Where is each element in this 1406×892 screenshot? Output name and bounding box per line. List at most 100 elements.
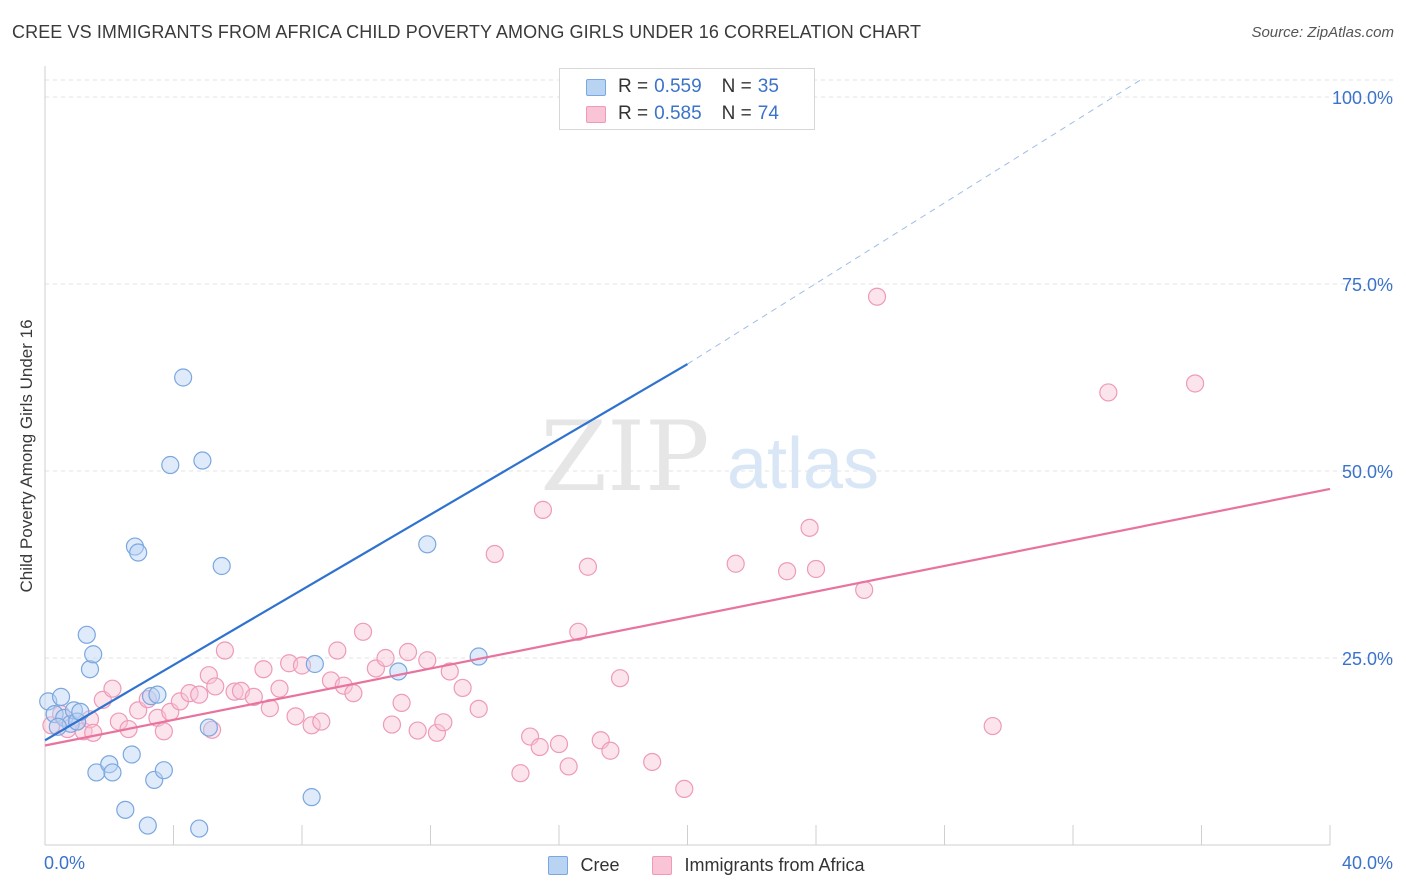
africa-point <box>244 687 263 706</box>
cree-point <box>138 816 157 835</box>
legend-item-cree[interactable]: Cree <box>548 855 619 876</box>
africa-point <box>777 562 797 581</box>
africa-swatch <box>586 105 606 123</box>
x-tick-label-min: 0.0% <box>44 853 85 873</box>
africa-point <box>453 678 472 698</box>
x-tick-labels: 0.0% 40.0% <box>44 853 1393 873</box>
cree-point <box>87 763 106 782</box>
watermark: ZIP atlas <box>540 401 879 513</box>
n-value: 35 <box>757 76 779 97</box>
cree-point <box>71 702 90 721</box>
africa-point <box>215 641 234 660</box>
cree-legend-swatch <box>548 855 569 875</box>
cree-point <box>64 701 84 720</box>
africa-trend-line <box>44 487 1331 747</box>
africa-point <box>382 715 402 734</box>
africa-point <box>726 554 745 573</box>
africa-point <box>138 690 157 709</box>
africa-point <box>180 684 199 703</box>
n-label: N = <box>721 103 752 124</box>
cree-point <box>141 687 161 706</box>
cree-point <box>122 745 141 764</box>
cree-point <box>51 687 71 706</box>
cree-point <box>103 763 122 782</box>
cree-point <box>145 770 164 790</box>
r-label: R = <box>618 103 649 124</box>
africa-point <box>983 716 1002 736</box>
cree-point <box>148 685 167 704</box>
africa-point <box>601 741 620 760</box>
africa-point <box>312 712 331 731</box>
africa-point <box>675 779 694 799</box>
africa-point <box>806 559 826 579</box>
africa-point <box>643 752 662 772</box>
africa-point <box>84 723 103 742</box>
africa-point <box>344 684 363 703</box>
cree-swatch <box>586 78 606 96</box>
africa-point <box>190 685 209 704</box>
africa-point <box>353 622 373 641</box>
x-tick-label-max: 40.0% <box>1342 853 1393 873</box>
series-cree <box>39 368 488 838</box>
cree-point <box>174 368 193 387</box>
gridlines <box>45 79 1395 659</box>
africa-point <box>302 716 321 735</box>
africa-point <box>485 544 504 564</box>
y-tick-label: 75.0% <box>1342 275 1393 295</box>
africa-point <box>549 734 569 754</box>
africa-point <box>569 622 588 641</box>
legend-item-africa[interactable]: Immigrants from Africa <box>652 854 865 876</box>
africa-point <box>154 722 173 741</box>
r-value: 0.559 <box>654 76 702 97</box>
africa-point <box>867 287 887 306</box>
africa-legend-swatch <box>652 855 673 875</box>
y-tick-label: 25.0% <box>1342 649 1393 669</box>
axes <box>44 66 1331 846</box>
watermark-zip: ZIP <box>540 401 709 513</box>
africa-point <box>286 707 305 726</box>
series-legend: Cree Immigrants from Africa <box>0 852 1406 878</box>
africa-point <box>392 693 411 712</box>
africa-point <box>427 723 447 742</box>
cree-trend-extension <box>687 79 1141 365</box>
africa-point <box>103 679 122 698</box>
africa-point <box>1099 383 1118 402</box>
r-value: 0.585 <box>654 103 702 124</box>
series-immigrants-from-africa <box>42 287 1205 799</box>
cree-point <box>84 645 103 664</box>
africa-point <box>559 757 578 776</box>
africa-point <box>199 666 218 685</box>
africa-point <box>469 699 488 718</box>
cree-point <box>154 761 173 780</box>
africa-point <box>434 713 453 732</box>
stats-row-africa: R = 0.585 N = 74 <box>586 101 779 127</box>
cree-point <box>80 660 100 679</box>
cree-point <box>193 451 212 470</box>
r-label: R = <box>618 76 649 97</box>
africa-point <box>440 662 459 681</box>
y-axis-label: Child Poverty Among Girls Under 16 <box>17 319 36 593</box>
cree-point <box>212 556 231 576</box>
africa-point <box>202 720 222 739</box>
africa-point <box>206 677 225 696</box>
africa-point <box>578 557 598 576</box>
africa-point <box>408 721 427 740</box>
africa-legend-label: Immigrants from Africa <box>684 854 865 875</box>
africa-point <box>328 641 347 660</box>
y-tick-label: 50.0% <box>1342 462 1393 482</box>
africa-point <box>800 518 819 537</box>
cree-point <box>161 455 180 475</box>
cree-point <box>77 625 96 644</box>
cree-point <box>129 543 148 562</box>
cree-point <box>302 788 321 807</box>
africa-point <box>1185 374 1205 393</box>
cree-point <box>199 718 218 737</box>
cree-point <box>469 647 488 666</box>
trend-lines <box>44 79 1331 747</box>
cree-point <box>418 535 437 554</box>
chart-title: CREE VS IMMIGRANTS FROM AFRICA CHILD POV… <box>12 22 922 42</box>
africa-point <box>376 648 395 668</box>
cree-point <box>190 819 209 838</box>
n-value: 74 <box>757 103 779 124</box>
